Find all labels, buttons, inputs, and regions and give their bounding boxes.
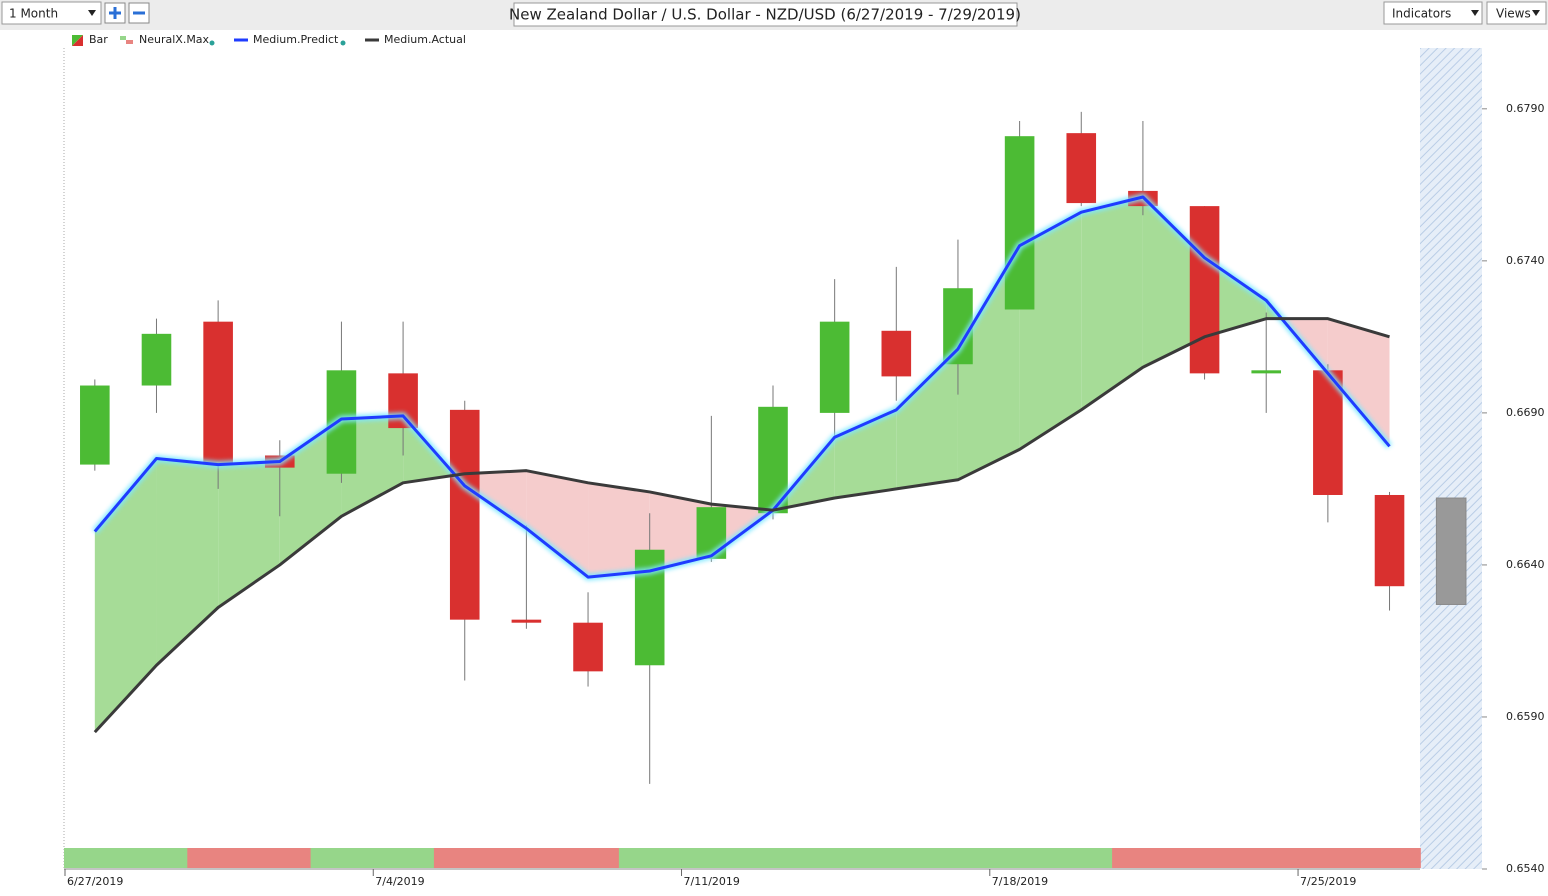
candle-body xyxy=(203,321,233,465)
dropdown-arrow xyxy=(88,10,96,16)
signal-band xyxy=(1297,848,1360,868)
signal-band xyxy=(1235,848,1298,868)
signal-band xyxy=(680,848,743,868)
signal-band xyxy=(248,848,312,868)
candle-body xyxy=(1374,494,1405,587)
signal-band xyxy=(1358,848,1421,868)
signal-band xyxy=(187,848,250,868)
legend-icon xyxy=(72,35,83,46)
signal-band xyxy=(64,848,127,868)
line xyxy=(93,195,1391,579)
signal-band xyxy=(865,848,928,868)
legend-label: Medium.Actual xyxy=(384,33,466,46)
legend-icon xyxy=(120,36,126,40)
x-tick-label: 7/4/2019 xyxy=(375,875,424,888)
candle-body xyxy=(511,619,542,623)
area-fill xyxy=(588,482,650,578)
area-fill xyxy=(526,470,589,578)
signal-band xyxy=(927,848,990,868)
signal-band xyxy=(1050,848,1113,868)
plus-icon xyxy=(109,7,121,19)
candle-body xyxy=(1066,133,1097,204)
area-fill xyxy=(156,458,219,666)
area-fill xyxy=(649,491,712,572)
candle-body xyxy=(141,333,172,386)
period-select[interactable] xyxy=(1,1,102,25)
title-box xyxy=(513,2,1018,27)
signal-band xyxy=(125,848,188,868)
chart-title: New Zealand Dollar / U.S. Dollar - NZD/U… xyxy=(509,6,1021,24)
signal-band xyxy=(988,848,1051,868)
views-select[interactable] xyxy=(1486,1,1547,25)
dropdown-arrow xyxy=(1532,10,1540,16)
signal-band xyxy=(310,848,373,868)
area-fill xyxy=(1142,196,1205,368)
signal-band xyxy=(1173,848,1236,868)
area-fill xyxy=(957,245,1020,480)
y-tick-label: 0.6740 xyxy=(1506,254,1545,267)
area-fill xyxy=(1081,196,1143,410)
x-tick-label: 7/11/2019 xyxy=(684,875,740,888)
legend-label: Bar xyxy=(89,33,108,46)
area-fill xyxy=(94,458,157,733)
y-tick-label: 0.6690 xyxy=(1506,406,1545,419)
dropdown-arrow xyxy=(1471,10,1479,16)
area-fill xyxy=(1019,212,1082,450)
legend-label: Medium.Predict xyxy=(253,33,339,46)
candle-body xyxy=(819,321,850,413)
views-text: Views xyxy=(1496,7,1531,21)
signal-band xyxy=(557,848,620,868)
x-tick-label: 7/18/2019 xyxy=(992,875,1048,888)
y-tick-label: 0.6590 xyxy=(1506,710,1545,723)
signal-band xyxy=(742,848,805,868)
signal-band xyxy=(803,848,866,868)
candle-body xyxy=(1251,370,1282,374)
legend-dot xyxy=(209,40,215,46)
candle-body xyxy=(573,622,603,672)
x-tick-label: 6/27/2019 xyxy=(67,875,123,888)
indicators-select[interactable] xyxy=(1383,1,1483,25)
area-fill xyxy=(1204,257,1267,337)
period-text: 1 Month xyxy=(9,7,58,21)
candle-body xyxy=(1313,370,1343,495)
area-fill xyxy=(218,461,280,608)
forecast-box xyxy=(1435,497,1467,605)
signal-band xyxy=(618,848,682,868)
x-tick-label: 7/25/2019 xyxy=(1300,875,1356,888)
area-fill xyxy=(896,349,958,489)
area-fill xyxy=(1327,318,1390,447)
signal-band xyxy=(433,848,497,868)
y-tick-label: 0.6640 xyxy=(1506,558,1545,571)
line xyxy=(93,317,1390,734)
legend-label: NeuralX.Max xyxy=(139,33,210,46)
signal-band xyxy=(372,848,435,868)
candle-body xyxy=(1004,136,1035,310)
signal-band xyxy=(1112,848,1175,868)
y-tick-label: 0.6790 xyxy=(1506,102,1545,115)
candle-body xyxy=(449,409,480,620)
signal-band xyxy=(495,848,558,868)
forecast-region xyxy=(1420,48,1482,869)
legend-dot xyxy=(340,40,346,46)
indicators-text: Indicators xyxy=(1392,7,1451,21)
candle-body xyxy=(1189,206,1220,374)
candle-body xyxy=(80,385,110,465)
candle-body xyxy=(881,330,912,377)
y-tick-label: 0.6540 xyxy=(1506,862,1545,875)
legend-icon xyxy=(126,40,133,44)
